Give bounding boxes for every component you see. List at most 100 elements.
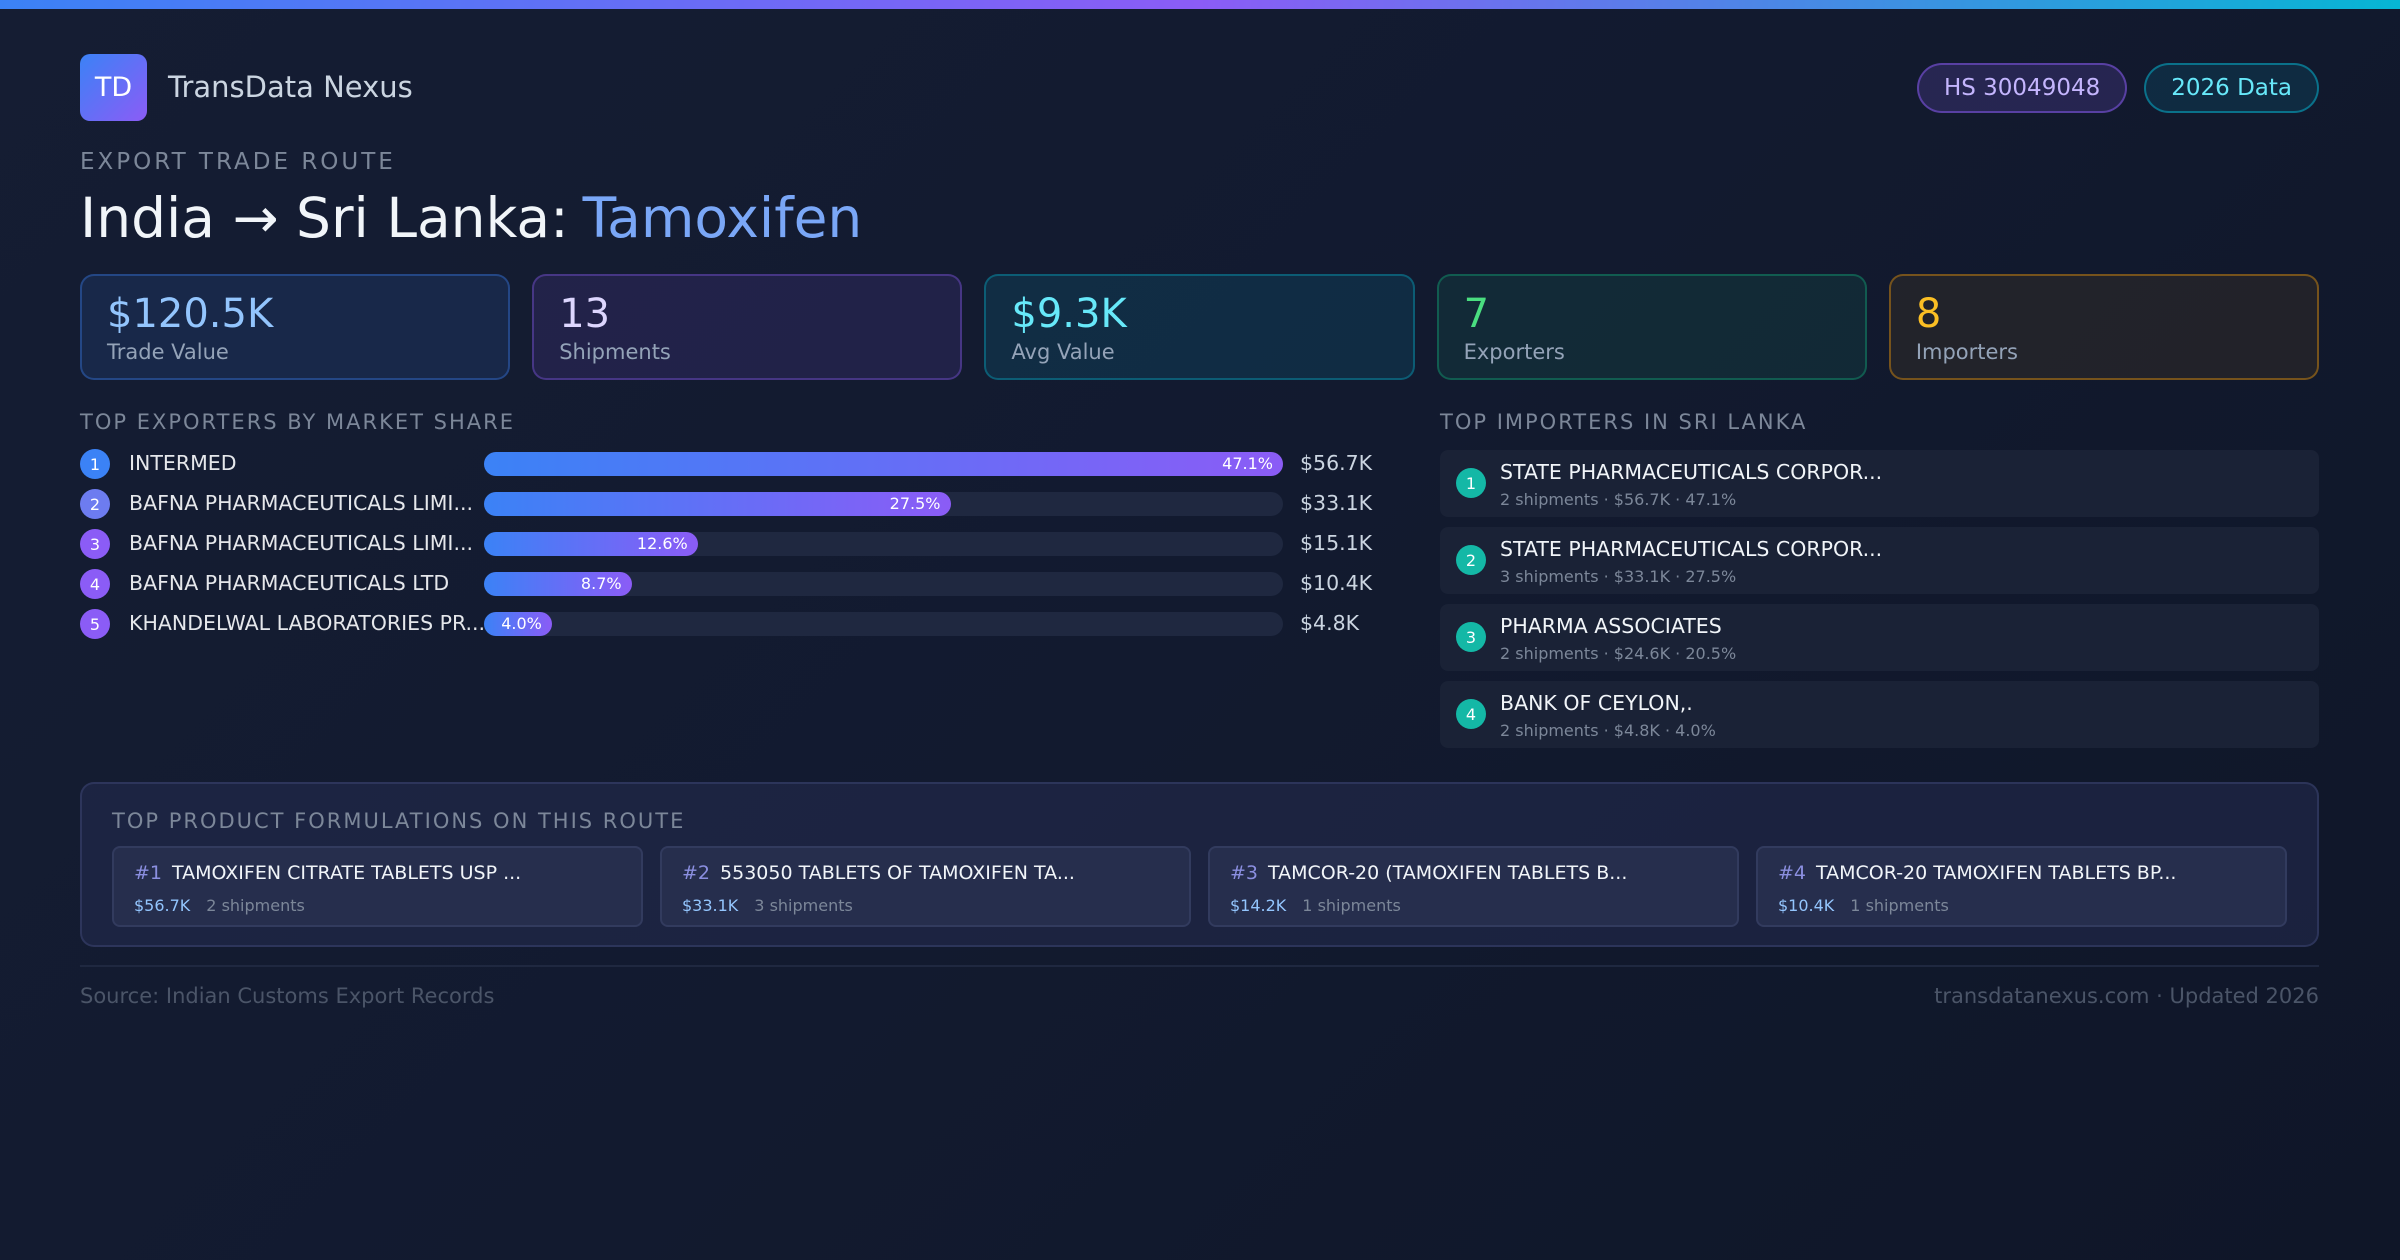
exporter-row: 5 KHANDELWAL LABORATORIES PR... 4.0% $4.8K xyxy=(80,609,1380,639)
formulation-card: #4 TAMCOR-20 TAMOXIFEN TABLETS BP... $10.4… xyxy=(1756,846,2287,927)
formulation-meta: $10.4K 1 shipments xyxy=(1778,896,2265,915)
stat-card: 13 Shipments xyxy=(532,274,963,380)
stat-label: Importers xyxy=(1915,340,2019,364)
stat-value: $120.5K xyxy=(107,291,274,337)
exporter-name: INTERMED xyxy=(129,451,237,475)
formulation-line: #3 TAMCOR-20 (TAMOXIFEN TABLETS B... xyxy=(1230,862,1717,884)
rank-badge: 2 xyxy=(80,489,110,519)
bar-track: 4.0% xyxy=(484,612,1283,636)
share-label: 12.6% xyxy=(636,534,688,553)
badge: HS 30049048 xyxy=(1916,63,2128,113)
exporter-name: BAFNA PHARMACEUTICALS LIMI... xyxy=(129,531,474,555)
stat-card: $120.5K Trade Value xyxy=(80,274,511,380)
share-label: 8.7% xyxy=(580,574,622,593)
formulation-cards: #1 TAMOXIFEN CITRATE TABLETS USP ... $56.7… xyxy=(112,846,2287,927)
logo: TD xyxy=(80,54,147,121)
importer-detail: 2 shipments · $24.6K · 20.5% xyxy=(1500,644,1737,663)
section-title: TOP EXPORTERS BY MARKET SHARE xyxy=(80,410,516,434)
importer-detail: 2 shipments · $56.7K · 47.1% xyxy=(1500,490,1737,509)
exporter-name: BAFNA PHARMACEUTICALS LTD xyxy=(129,571,450,595)
stats: $120.5K Trade Value 13 Shipments $9.3K Avg Va… xyxy=(80,274,2320,380)
rank-badge: 3 xyxy=(80,529,110,559)
formulation-shipments: 1 shipments xyxy=(1302,896,1401,915)
badges: HS 30049048 2026 Data xyxy=(1916,63,2319,113)
rank-badge: 1 xyxy=(80,449,110,479)
formulation-rank: #2 xyxy=(682,862,711,884)
formulation-value: $56.7K xyxy=(134,896,191,915)
formulation-value: $14.2K xyxy=(1230,896,1287,915)
exporter-row: 3 BAFNA PHARMACEUTICALS LIMI... 12.6% $15.1… xyxy=(80,529,1380,559)
badge: 2026 Data xyxy=(2144,63,2319,113)
formulation-line: #1 TAMOXIFEN CITRATE TABLETS USP ... xyxy=(134,862,621,884)
stat-value: 7 xyxy=(1463,291,1490,337)
bar-track: 12.6% xyxy=(484,532,1283,556)
exporter-row: 4 BAFNA PHARMACEUTICALS LTD 8.7% $10.4K xyxy=(80,569,1380,599)
share-bar: 47.1% xyxy=(484,452,1283,476)
formulation-name: TAMCOR-20 (TAMOXIFEN TABLETS B... xyxy=(1268,862,1628,884)
rank-badge: 4 xyxy=(80,569,110,599)
share-label: 47.1% xyxy=(1222,454,1273,473)
stat-label: Exporters xyxy=(1463,340,1565,364)
formulation-meta: $56.7K 2 shipments xyxy=(134,896,621,915)
stat-label: Shipments xyxy=(559,340,671,364)
formulation-shipments: 2 shipments xyxy=(206,896,305,915)
importer-card: 4 BANK OF CEYLON,. 2 shipments · $4.8K · 4… xyxy=(1440,681,2319,748)
bar-track: 47.1% xyxy=(484,452,1283,476)
formulation-value: $10.4K xyxy=(1778,896,1835,915)
section-title: TOP PRODUCT FORMULATIONS ON THIS ROUTE xyxy=(112,809,686,833)
share-bar: 27.5% xyxy=(484,492,951,516)
stat-card: $9.3K Avg Value xyxy=(984,274,1415,380)
exporter-amount: $15.1K xyxy=(1300,531,1373,555)
exporter-amount: $10.4K xyxy=(1300,571,1373,595)
bar-track: 8.7% xyxy=(484,572,1283,596)
site: transdatanexus.com · Updated 2026 xyxy=(1934,984,2319,1008)
importer-card: 2 STATE PHARMACEUTICALS CORPOR... 3 shipme… xyxy=(1440,527,2319,594)
stat-card: 8 Importers xyxy=(1888,274,2320,380)
importers: TOP IMPORTERS IN SRI LANKA 1 STATE PHARMA… xyxy=(1440,410,2319,748)
stat-label: Avg Value xyxy=(1011,340,1115,364)
stat-card: 7 Exporters xyxy=(1436,274,1867,380)
exporter-name: BAFNA PHARMACEUTICALS LIMI... xyxy=(129,491,474,515)
source: Source: Indian Customs Export Records xyxy=(80,984,495,1008)
bar-track: 27.5% xyxy=(484,492,1283,516)
formulation-name: TAMCOR-20 TAMOXIFEN TABLETS BP... xyxy=(1816,862,2177,884)
brand: TransData Nexus xyxy=(168,70,413,104)
importer-card: 3 PHARMA ASSOCIATES 2 shipments · $24.6K ·… xyxy=(1440,604,2319,671)
formulation-meta: $33.1K 3 shipments xyxy=(682,896,1169,915)
stat-value: $9.3K xyxy=(1011,291,1127,337)
formulation-meta: $14.2K 1 shipments xyxy=(1230,896,1717,915)
formulation-card: #2 553050 TABLETS OF TAMOXIFEN TA... $33.1… xyxy=(660,846,1191,927)
rank-badge: 4 xyxy=(1456,699,1486,729)
formulation-name: 553050 TABLETS OF TAMOXIFEN TA... xyxy=(720,862,1075,884)
exporter-row: 1 INTERMED 47.1% $56.7K xyxy=(80,449,1380,479)
exporter-amount: $56.7K xyxy=(1300,451,1373,475)
importer-detail: 2 shipments · $4.8K · 4.0% xyxy=(1500,721,1716,740)
stat-value: 8 xyxy=(1915,291,1942,337)
exporter-amount: $4.8K xyxy=(1300,611,1360,635)
formulation-value: $33.1K xyxy=(682,896,739,915)
formulation-name: TAMOXIFEN CITRATE TABLETS USP ... xyxy=(172,862,522,884)
exporter-row: 2 BAFNA PHARMACEUTICALS LIMI... 27.5% $33.1… xyxy=(80,489,1380,519)
share-label: 4.0% xyxy=(501,614,542,633)
rank-badge: 1 xyxy=(1456,468,1486,498)
exporters: TOP EXPORTERS BY MARKET SHARE 1 INTERMED 4… xyxy=(80,410,1380,639)
section-title: TOP IMPORTERS IN SRI LANKA xyxy=(1440,410,1808,434)
formulation-rank: #3 xyxy=(1230,862,1259,884)
share-label: 27.5% xyxy=(889,494,941,513)
title: India → Sri Lanka: Tamoxifen xyxy=(80,186,862,250)
stat-label: Trade Value xyxy=(107,340,229,364)
exporter-amount: $33.1K xyxy=(1300,491,1373,515)
eyebrow: EXPORT TRADE ROUTE xyxy=(80,149,396,175)
importer-card: 1 STATE PHARMACEUTICALS CORPOR... 2 shipme… xyxy=(1440,450,2319,517)
stat-value: 13 xyxy=(559,291,611,337)
importer-name: BANK OF CEYLON,. xyxy=(1500,691,1693,715)
share-bar: 4.0% xyxy=(484,612,552,636)
formulation-card: #1 TAMOXIFEN CITRATE TABLETS USP ... $56.7… xyxy=(112,846,643,927)
share-bar: 12.6% xyxy=(484,532,698,556)
formulation-line: #4 TAMCOR-20 TAMOXIFEN TABLETS BP... xyxy=(1778,862,2265,884)
product: Tamoxifen xyxy=(582,186,863,250)
rank-badge: 2 xyxy=(1456,545,1486,575)
accent-bar xyxy=(0,0,2400,9)
